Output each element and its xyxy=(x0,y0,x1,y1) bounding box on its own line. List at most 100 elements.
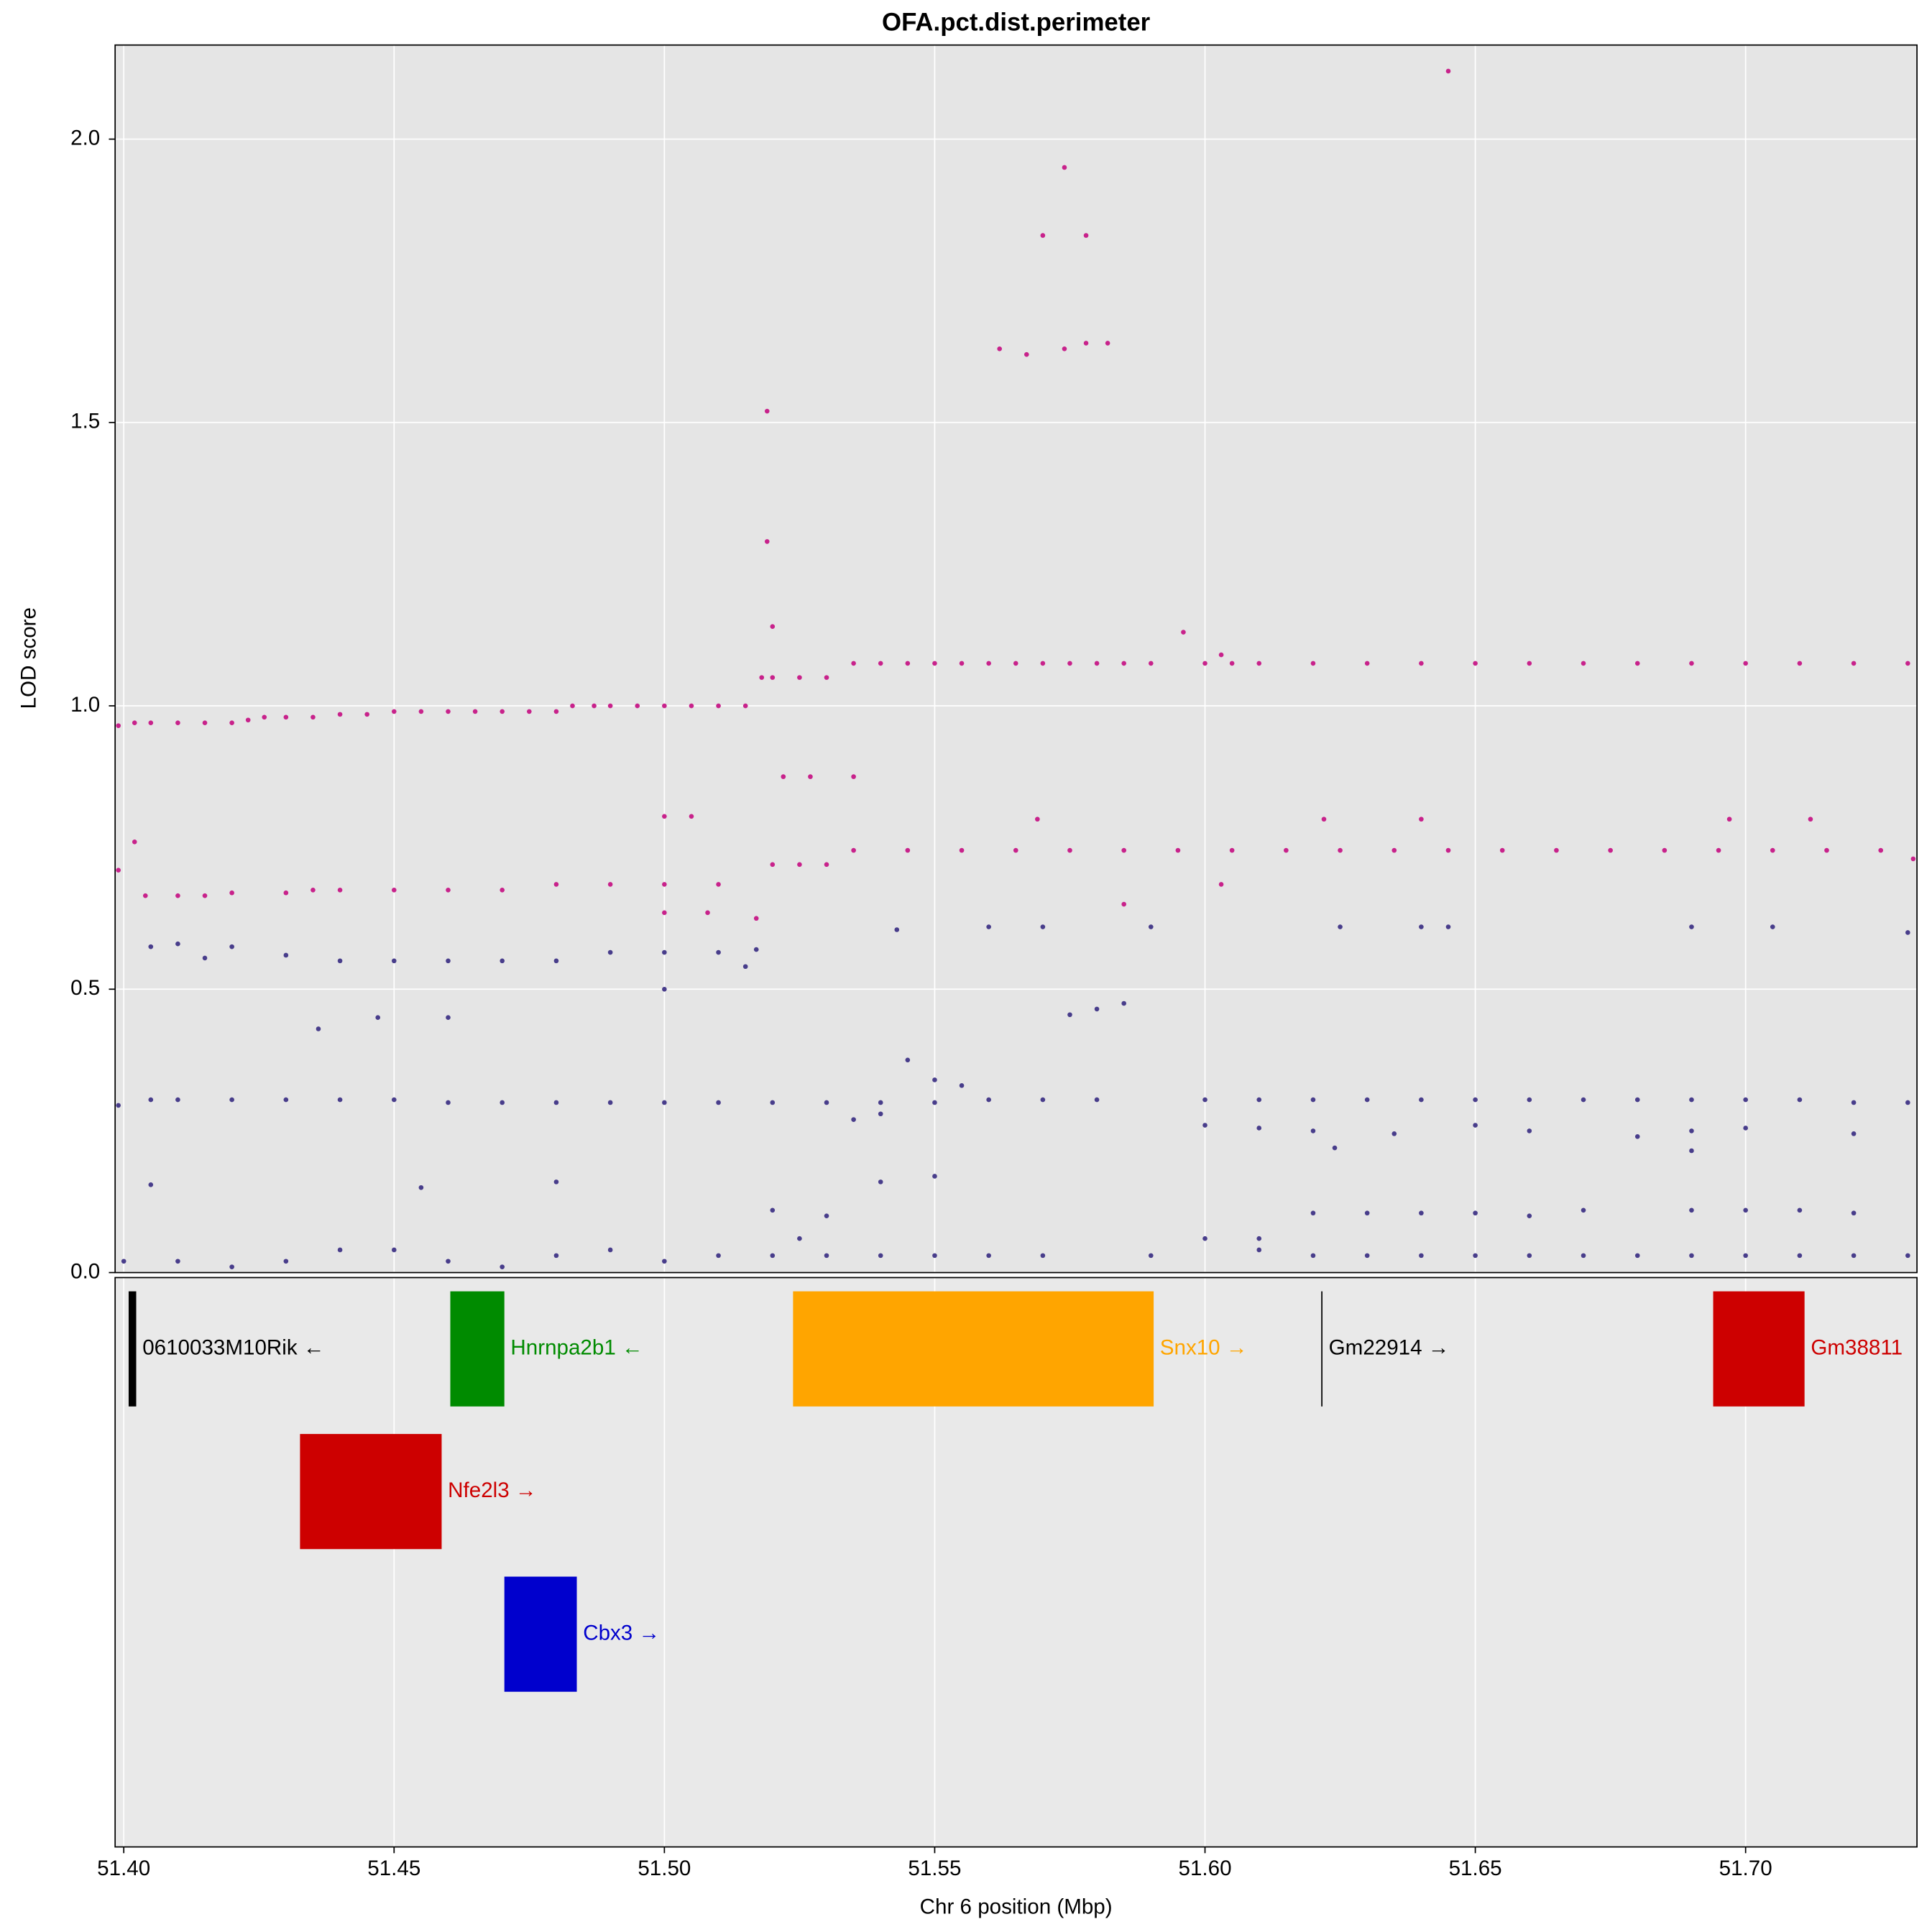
point xyxy=(1013,661,1018,666)
point xyxy=(1321,816,1327,822)
point xyxy=(1218,882,1224,887)
point xyxy=(283,952,289,958)
point xyxy=(1473,661,1478,666)
point xyxy=(1310,1128,1316,1133)
point xyxy=(662,949,667,955)
point xyxy=(824,1253,829,1259)
point xyxy=(229,890,234,896)
point xyxy=(175,1097,180,1103)
point xyxy=(705,910,710,916)
point xyxy=(959,661,965,666)
point xyxy=(121,1259,126,1264)
point xyxy=(824,1213,829,1218)
point xyxy=(1905,1253,1910,1259)
point xyxy=(375,1015,381,1021)
point xyxy=(1094,661,1100,666)
point xyxy=(662,882,667,887)
point xyxy=(1218,652,1224,658)
point xyxy=(1445,68,1451,74)
point xyxy=(1067,847,1072,853)
point xyxy=(1662,847,1668,853)
point xyxy=(229,1097,234,1103)
point xyxy=(878,1179,883,1184)
plot-border xyxy=(114,44,1918,1274)
point xyxy=(310,714,316,720)
point xyxy=(1473,1253,1478,1259)
point xyxy=(753,916,759,921)
point xyxy=(1689,1253,1694,1259)
point xyxy=(716,949,721,955)
point xyxy=(716,703,721,709)
point xyxy=(1256,661,1262,666)
point xyxy=(1797,1208,1803,1213)
point xyxy=(527,709,532,714)
point xyxy=(1878,847,1884,853)
gene-label: Hnrnpa2b1 ← xyxy=(510,1336,643,1360)
point xyxy=(1148,661,1154,666)
point xyxy=(797,1236,802,1241)
point xyxy=(1040,1253,1046,1259)
point xyxy=(1608,847,1613,853)
point xyxy=(1905,930,1910,935)
point xyxy=(1689,1148,1694,1154)
point xyxy=(1581,1208,1586,1213)
point xyxy=(1851,1131,1857,1136)
point xyxy=(418,709,424,714)
x-axis-label: Chr 6 position (Mbp) xyxy=(920,1895,1113,1919)
point xyxy=(905,847,911,853)
point xyxy=(1040,233,1046,238)
point xyxy=(1473,1210,1478,1216)
gene-box xyxy=(128,1291,137,1407)
point xyxy=(662,910,667,916)
point xyxy=(932,1077,937,1082)
point xyxy=(770,675,776,680)
gene-label: Gm38811 xyxy=(1811,1336,1903,1360)
point xyxy=(1148,924,1154,929)
point xyxy=(1419,1210,1424,1216)
point xyxy=(1256,1247,1262,1253)
point xyxy=(1338,847,1343,853)
point xyxy=(132,839,137,845)
point xyxy=(1797,661,1803,666)
point xyxy=(764,408,770,414)
point xyxy=(1256,1126,1262,1131)
point xyxy=(553,1179,559,1184)
point xyxy=(262,714,267,720)
point xyxy=(1364,661,1370,666)
point xyxy=(500,887,505,893)
y-tick-label: 1.5 xyxy=(70,410,100,433)
point xyxy=(337,712,343,717)
point xyxy=(570,703,575,709)
y-tick-label: 0.0 xyxy=(70,1259,100,1283)
point xyxy=(662,703,667,709)
point xyxy=(1689,661,1694,666)
point xyxy=(716,1100,721,1105)
point xyxy=(607,949,613,955)
gene-box xyxy=(1321,1291,1322,1407)
point xyxy=(1824,847,1829,853)
point xyxy=(175,941,180,947)
chart-title: OFA.pct.dist.perimeter xyxy=(882,8,1151,36)
point xyxy=(116,1103,121,1108)
point xyxy=(553,1253,559,1259)
point xyxy=(283,1259,289,1264)
point xyxy=(283,714,289,720)
point xyxy=(1689,1208,1694,1213)
point xyxy=(116,868,121,873)
point xyxy=(1202,1097,1208,1103)
point xyxy=(1310,1097,1316,1103)
point xyxy=(1121,661,1127,666)
point xyxy=(770,1208,776,1213)
point xyxy=(553,1100,559,1105)
point xyxy=(1581,1097,1586,1103)
point xyxy=(878,661,883,666)
point xyxy=(894,927,900,932)
point xyxy=(1083,341,1089,346)
x-tick-label: 51.65 xyxy=(1449,1857,1502,1880)
point xyxy=(1554,847,1559,853)
point xyxy=(770,862,776,868)
point xyxy=(175,1259,180,1264)
point xyxy=(229,944,234,949)
gene-box xyxy=(1713,1291,1805,1407)
